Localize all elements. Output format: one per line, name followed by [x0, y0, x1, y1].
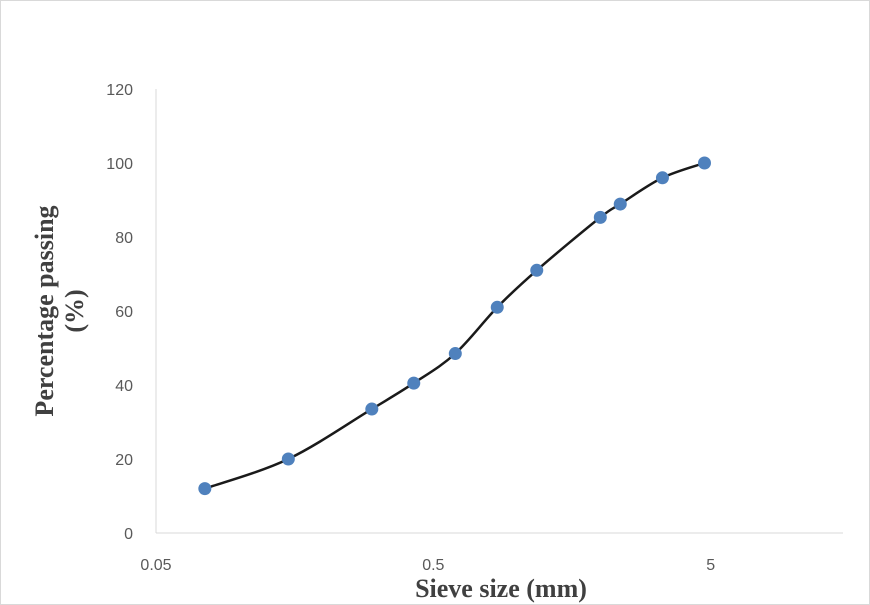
y-tick-label: 0 [124, 526, 133, 543]
data-point [613, 197, 627, 211]
x-tick-label: 5 [706, 557, 715, 574]
data-point [655, 171, 669, 185]
y-tick-label: 100 [106, 156, 133, 173]
y-tick-label: 120 [106, 82, 133, 99]
x-axis-title: Sieve size (mm) [415, 574, 587, 603]
y-tick-label: 40 [115, 378, 133, 395]
x-tick-label: 0.05 [140, 557, 171, 574]
data-point [281, 452, 295, 466]
x-tick-labels: 0.05 0.5 5 [140, 557, 715, 574]
y-axis-title-line-2: (%) [60, 289, 89, 332]
data-point [490, 300, 504, 314]
data-point [530, 263, 544, 277]
data-point [448, 347, 462, 361]
y-tick-labels: 0 20 40 60 80 100 120 [106, 82, 133, 543]
data-point [593, 210, 607, 224]
gradation-curve [204, 161, 705, 490]
data-point [697, 156, 711, 170]
y-axis-title: Percentage passing (%) [30, 205, 89, 416]
data-point [407, 376, 421, 390]
data-point [365, 402, 379, 416]
y-axis-title-line-1: Percentage passing [30, 205, 59, 416]
y-tick-label: 20 [115, 452, 133, 469]
data-points [198, 156, 711, 496]
y-tick-label: 80 [115, 230, 133, 247]
data-point [198, 482, 212, 496]
y-tick-label: 60 [115, 304, 133, 321]
x-tick-label: 0.5 [422, 557, 444, 574]
